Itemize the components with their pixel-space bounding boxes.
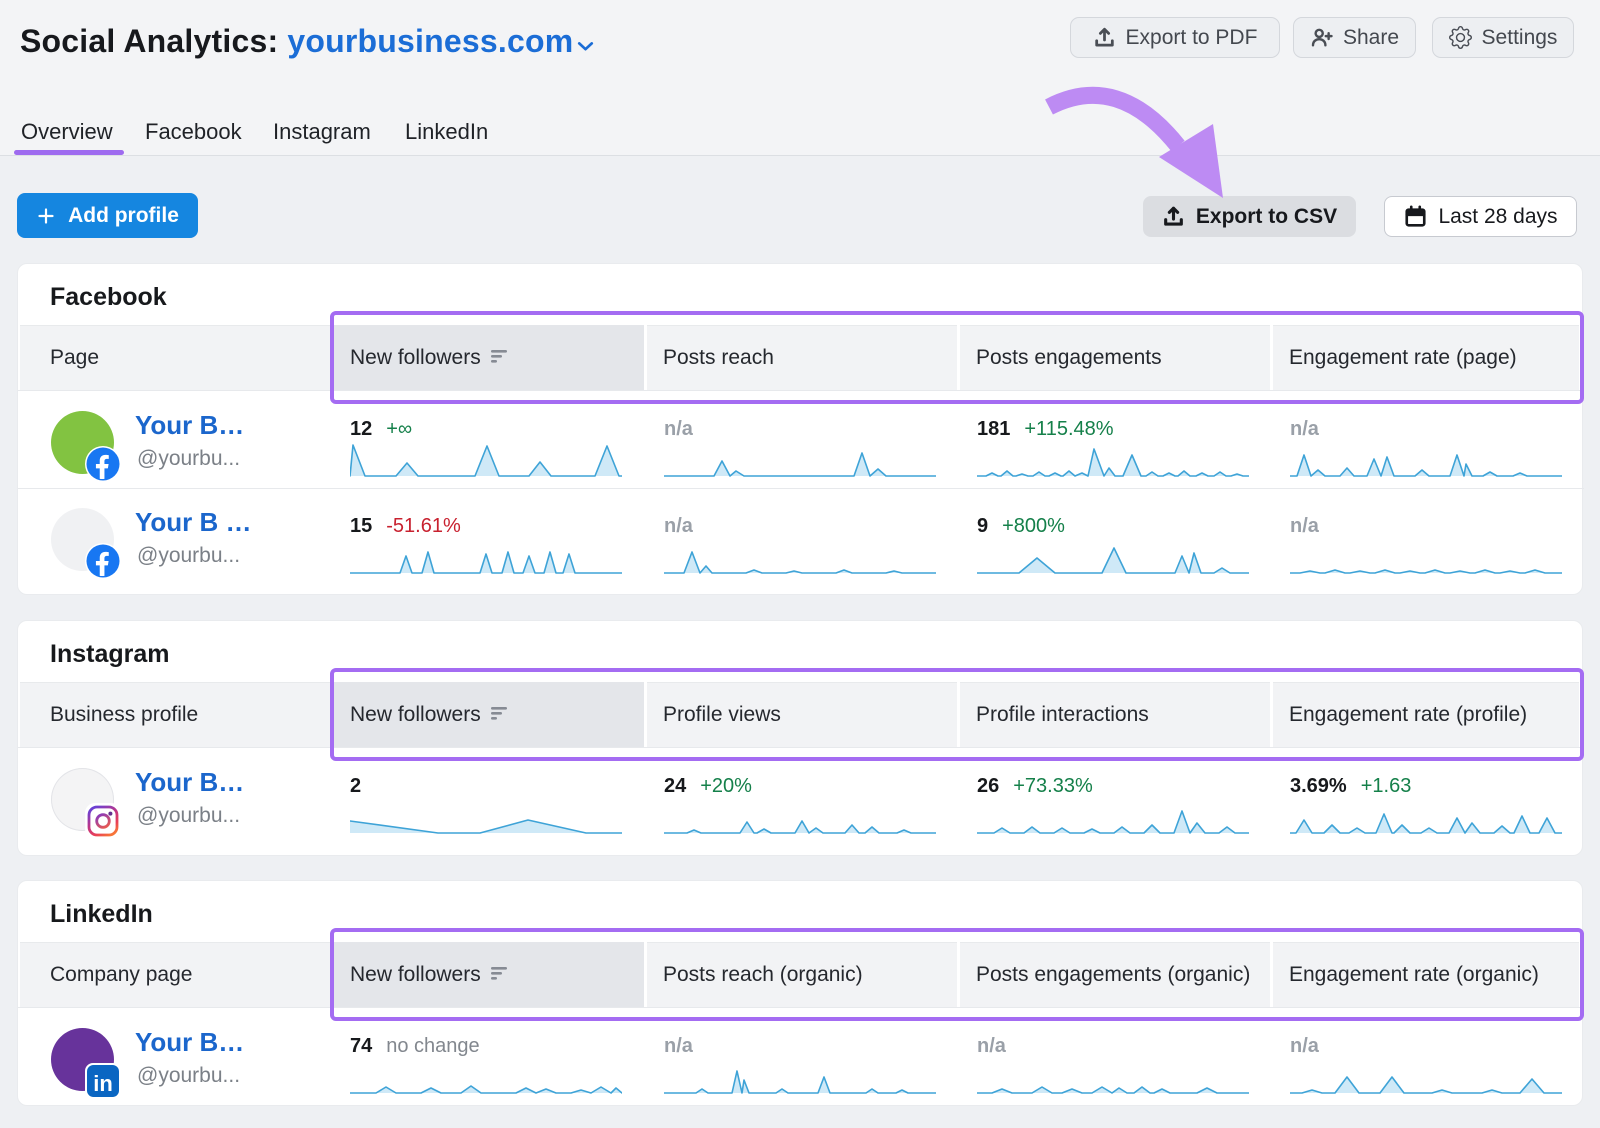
svg-text:in: in (93, 1071, 113, 1096)
